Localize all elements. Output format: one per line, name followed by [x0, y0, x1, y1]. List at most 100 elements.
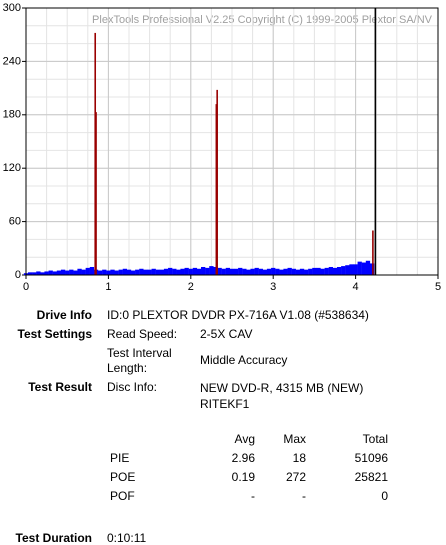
cell: -	[302, 489, 306, 503]
bar	[328, 266, 334, 275]
x-tick-label: 4	[353, 281, 359, 293]
value: ID:0 PLEXTOR DVDR PX-716A V1.08 (#538634…	[107, 308, 369, 322]
bar	[353, 264, 358, 275]
y-tick-label: 300	[3, 2, 21, 14]
bar	[36, 271, 41, 275]
bar	[201, 266, 206, 275]
bar	[242, 268, 247, 275]
bar	[135, 269, 140, 275]
cell: 51096	[354, 451, 388, 465]
bar	[225, 267, 231, 275]
bar	[139, 268, 144, 275]
y-tick-label: 120	[3, 162, 21, 174]
value: 2-5X CAV	[200, 327, 253, 341]
bar	[374, 8, 377, 275]
bar	[205, 267, 210, 275]
bar	[102, 269, 107, 275]
cell: 25821	[354, 470, 388, 484]
bar	[172, 268, 177, 275]
bar	[266, 268, 272, 275]
bar	[52, 271, 57, 275]
bar	[122, 268, 128, 275]
bar	[126, 269, 132, 275]
bar	[295, 269, 301, 275]
bar	[271, 267, 276, 275]
label: Test Duration	[15, 531, 92, 545]
bar	[60, 269, 66, 275]
bar	[73, 270, 78, 275]
bar	[233, 268, 239, 275]
row-label: PIE	[110, 451, 130, 465]
bar	[287, 267, 292, 275]
bar	[155, 269, 160, 275]
bar	[254, 267, 259, 275]
bar	[299, 268, 305, 275]
bar	[65, 270, 70, 275]
bar	[114, 270, 119, 275]
bar	[184, 267, 189, 275]
bar	[159, 269, 165, 275]
bar	[304, 269, 309, 275]
bar	[192, 267, 198, 275]
bar	[369, 263, 375, 275]
bar	[89, 266, 95, 275]
bar	[221, 268, 226, 275]
bar	[357, 261, 362, 275]
bar	[279, 269, 284, 275]
bar	[262, 269, 268, 275]
bar	[32, 272, 37, 275]
bar	[95, 112, 97, 275]
row-label: POE	[110, 470, 136, 484]
bar	[308, 268, 313, 275]
bar	[85, 267, 90, 275]
bar	[216, 89, 218, 275]
bar	[81, 269, 86, 275]
bar	[217, 267, 222, 275]
value: 0:10:11	[107, 531, 147, 545]
bar	[110, 269, 115, 275]
key: Test Interval Length:	[107, 346, 172, 375]
bar	[215, 104, 218, 276]
value: NEW DVD-R, 4315 MB (NEW) RITEKF1	[200, 381, 364, 411]
x-tick-label: 5	[435, 281, 441, 293]
bar	[130, 270, 136, 275]
bar	[291, 268, 296, 275]
col-header: Max	[283, 432, 306, 446]
bar	[275, 268, 280, 275]
y-tick-label: 0	[15, 269, 21, 281]
bar	[349, 264, 354, 275]
row-label: POF	[110, 489, 135, 503]
label: Drive Info	[36, 308, 92, 322]
bar	[229, 268, 235, 275]
bar	[118, 269, 123, 275]
bar	[250, 268, 255, 275]
bar	[40, 272, 45, 275]
label: Test Result	[28, 380, 92, 394]
bar	[283, 268, 288, 275]
bar	[180, 268, 185, 275]
plot-frame	[25, 7, 439, 276]
cell: 0.19	[231, 470, 255, 484]
x-tick-label: 1	[105, 281, 111, 293]
col-header: Total	[362, 432, 388, 446]
key: Read Speed:	[107, 327, 178, 341]
bar	[176, 269, 181, 275]
cell: 2.96	[231, 451, 255, 465]
bar	[106, 270, 111, 275]
bar	[372, 230, 374, 275]
bar	[332, 267, 338, 275]
chart-title: PlexTools Professional V2.25 Copyright (…	[92, 14, 433, 26]
x-tick-label: 0	[23, 281, 29, 293]
bar	[69, 269, 74, 275]
y-tick-label: 60	[9, 216, 21, 228]
label: Test Settings	[17, 327, 92, 341]
cell: 272	[285, 470, 306, 484]
bar	[163, 268, 169, 275]
bar	[324, 267, 329, 275]
bar	[98, 270, 103, 275]
bar	[213, 266, 218, 275]
col-header: Avg	[234, 432, 255, 446]
value: Middle Accuracy	[200, 353, 288, 367]
chart: PlexTools Professional V2.25 Copyright (…	[3, 2, 441, 293]
